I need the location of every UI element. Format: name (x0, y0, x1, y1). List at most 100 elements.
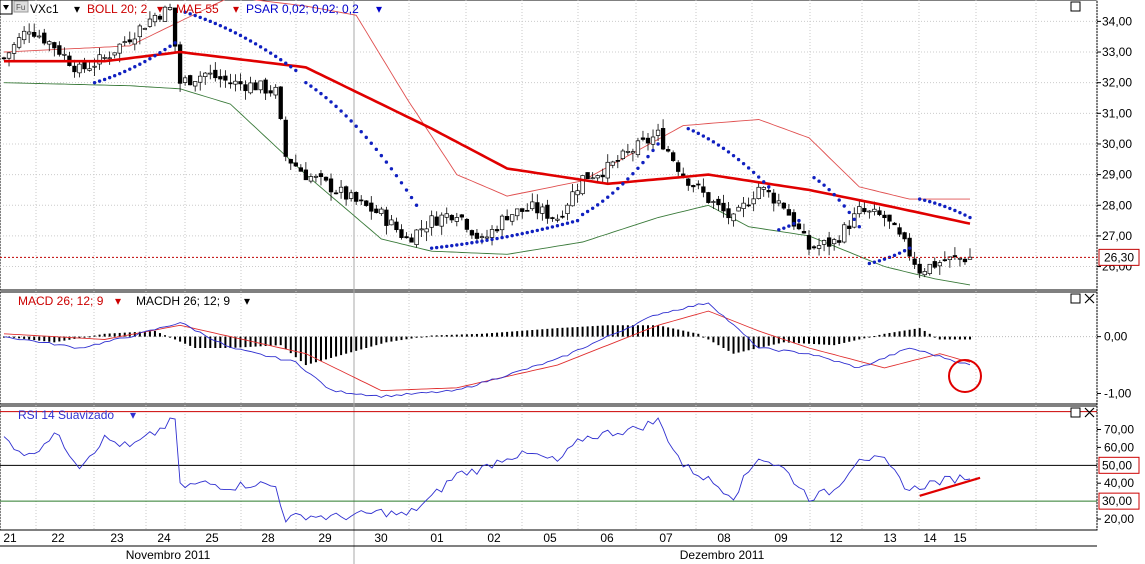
macd-hist-bar (958, 336, 961, 340)
rsi-trendline (919, 476, 981, 497)
candle-body (565, 204, 570, 214)
macd-close-icon[interactable] (1084, 293, 1095, 304)
candle-body (842, 224, 847, 243)
macd-annotation-circle (948, 359, 982, 393)
macd-label[interactable]: MACD 26; 12; 9 (18, 294, 104, 308)
candle-body (479, 236, 485, 238)
macd-hist-bar (68, 336, 71, 340)
macd-hist-bar (148, 331, 151, 337)
macd-hist-bar (133, 332, 136, 337)
psar-dot (440, 245, 444, 249)
psar-dot (107, 75, 112, 80)
macd-hist-bar (601, 325, 604, 337)
candle-body (117, 43, 122, 54)
candle-body (47, 41, 52, 45)
psar-dot (344, 114, 348, 118)
psar-dot (123, 69, 127, 74)
macd-hist-bar (264, 336, 267, 347)
rsi-menu-arrow[interactable]: ▾ (130, 408, 136, 422)
psar-menu-arrow[interactable]: ▾ (376, 2, 382, 16)
macd-hist-bar (943, 336, 946, 340)
symbol-label[interactable]: VXc1 (30, 2, 59, 16)
macdh-label[interactable]: MACDH 26; 12; 9 (136, 294, 230, 308)
candle-body (37, 35, 42, 38)
rsi-label[interactable]: RSI 14 Suavizado (18, 408, 114, 422)
psar-dot (309, 84, 313, 88)
price-tick-label: 31,00 (1102, 106, 1132, 120)
macd-hist-bar (536, 329, 539, 337)
macd-hist-bar (380, 336, 383, 344)
macd-hist-bar (330, 336, 333, 358)
candle-body (92, 65, 97, 68)
psar-dot (133, 65, 137, 69)
psar-dot (696, 131, 701, 136)
mae-menu-arrow[interactable]: ▾ (233, 2, 239, 16)
macdh-menu-arrow[interactable]: ▾ (244, 294, 250, 308)
psar-dot (520, 231, 524, 236)
candle-body (877, 210, 882, 215)
candle-body (72, 65, 77, 73)
x-tick-label: 12 (829, 531, 843, 545)
candle-body (308, 176, 314, 182)
macd-hist-bar (410, 336, 413, 339)
candle-body (152, 14, 158, 23)
psar-dot (595, 203, 600, 207)
macd-hist-bar (13, 336, 16, 338)
candle-body (917, 263, 922, 274)
rsi-close-icon[interactable] (1084, 407, 1095, 418)
candle-body (821, 240, 827, 245)
macd-menu-arrow[interactable]: ▾ (115, 294, 121, 308)
macd-hist-bar (616, 325, 619, 337)
candle-body (645, 137, 651, 144)
mae-label[interactable]: MAE 55 (176, 2, 219, 16)
macd-hist-bar (93, 335, 96, 337)
rsi-maximize-button[interactable] (1070, 407, 1081, 418)
psar-dot (580, 212, 585, 217)
macd-hist-bar (445, 334, 448, 337)
x-tick-label: 02 (487, 531, 501, 545)
candle-body (696, 183, 701, 186)
psar-dots (92, 10, 972, 266)
psar-dot (500, 235, 504, 240)
macd-maximize-button[interactable] (1070, 293, 1081, 304)
psar-dot (329, 100, 333, 104)
psar-dot (767, 185, 771, 189)
psar-dot (445, 244, 449, 249)
macd-hist-bar (521, 330, 524, 337)
macd-hist-bar (953, 336, 956, 340)
macd-hist-bar (415, 336, 418, 338)
symbol-menu-arrow[interactable]: ▾ (74, 2, 80, 16)
macd-hist-bar (385, 336, 388, 343)
candle-body (16, 37, 22, 48)
candle-body (203, 72, 208, 77)
boll-label[interactable]: BOLL 20; 2 (87, 2, 148, 16)
candle-body (867, 210, 872, 213)
macd-hist-bar (78, 336, 81, 339)
macd-hist-bar (903, 330, 906, 337)
macd-hist-bar (938, 336, 941, 340)
candle-body (243, 84, 248, 92)
psar-dot (203, 17, 207, 22)
candle-body (872, 208, 877, 212)
macd-hist-bar (969, 336, 971, 340)
macd-hist-bar (430, 335, 433, 337)
macd-signal-line (3, 310, 971, 392)
psar-dot (505, 234, 509, 239)
macd-hist-bar (787, 336, 790, 343)
boll-menu-arrow[interactable]: ▾ (157, 2, 163, 16)
psar-dot (153, 54, 157, 58)
candle-body (238, 81, 243, 85)
boll-upper-band (3, 0, 970, 200)
psar-dot (726, 150, 731, 154)
macd-hist-bar (309, 336, 312, 364)
psar-dot (213, 21, 218, 26)
price-maximize-button[interactable] (1070, 1, 1081, 12)
rsi-tick-label: 60,00 (1104, 440, 1134, 454)
psar-dot (852, 217, 856, 222)
candle-body (957, 257, 963, 260)
candle-body (811, 246, 817, 249)
candle-body (399, 229, 404, 238)
psar-label[interactable]: PSAR 0,02; 0,02; 0,2 (246, 2, 359, 16)
macd-hist-bar (626, 325, 629, 337)
psar-dot (294, 68, 298, 73)
